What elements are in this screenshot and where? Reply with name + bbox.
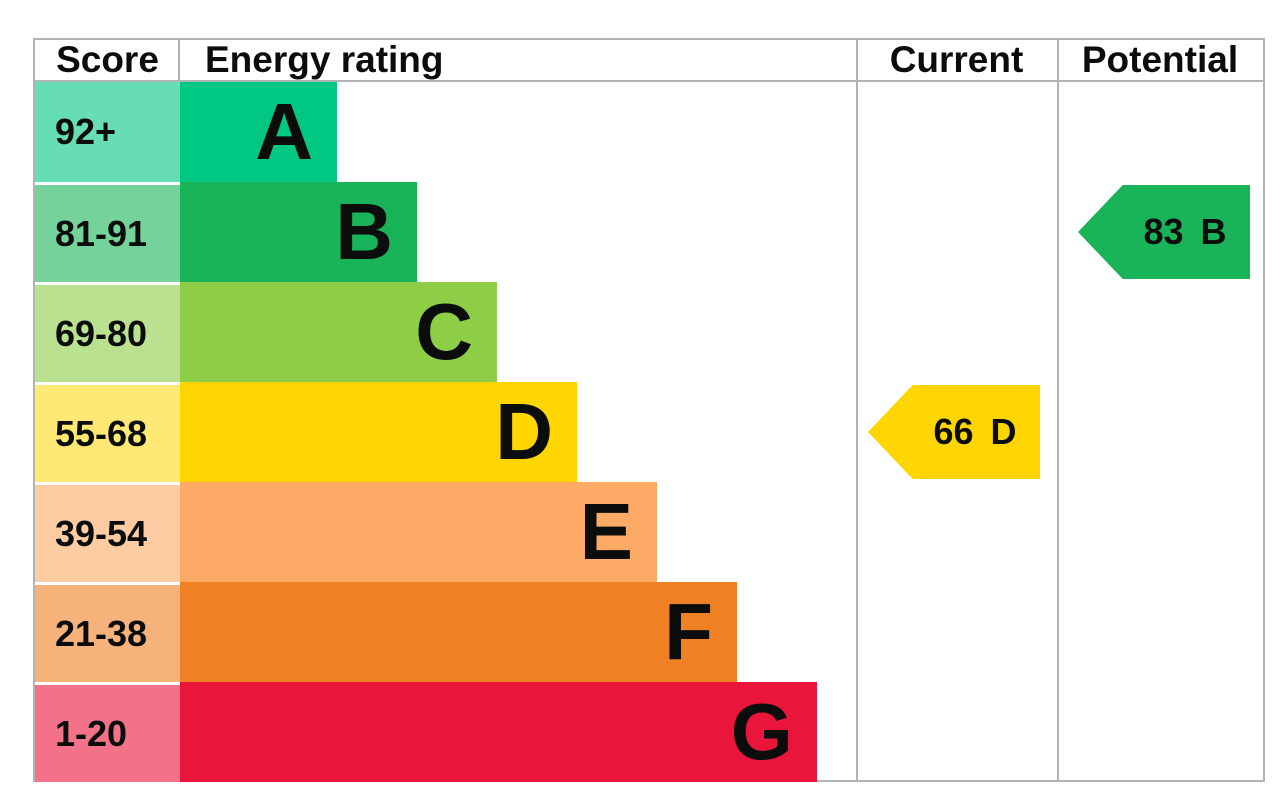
band-row: 39-54 E [35, 482, 856, 582]
band-score-range: 55-68 [35, 382, 180, 482]
current-column-header: Current [889, 39, 1024, 80]
band-bar: B [180, 182, 417, 282]
band-row: 55-68 D [35, 382, 856, 482]
band-score-range: 21-38 [35, 582, 180, 682]
band-letter: A [255, 87, 313, 176]
current-rating-letter: D [990, 411, 1017, 452]
current-rating-score: 66 [933, 411, 974, 452]
band-score-range: 92+ [35, 82, 180, 182]
band-score-range: 69-80 [35, 282, 180, 382]
band-letter: E [579, 487, 633, 576]
potential-column-divider [1057, 40, 1059, 780]
band-score-range: 81-91 [35, 182, 180, 282]
rating-bands: 92+ A 81-91 B 69-80 C 55-68 D 39-54 E 21… [35, 82, 1263, 782]
band-bar: E [180, 482, 657, 582]
score-column-header: Score [56, 39, 159, 80]
band-letter: G [730, 687, 793, 776]
band-bar: F [180, 582, 737, 682]
epc-rating-chart: Score Energy rating Current Potential 92… [33, 38, 1265, 782]
band-score-range: 39-54 [35, 482, 180, 582]
current-column-divider [856, 40, 858, 780]
band-row: 21-38 F [35, 582, 856, 682]
chart-header-row: Score Energy rating Current Potential [35, 40, 1263, 82]
band-row: 81-91 B [35, 182, 856, 282]
band-score-range: 1-20 [35, 682, 180, 782]
band-letter: C [415, 287, 473, 376]
potential-rating-score: 83 [1143, 211, 1184, 252]
band-letter: B [335, 187, 393, 276]
potential-rating-letter: B [1200, 211, 1227, 252]
score-column-divider [178, 40, 180, 82]
band-bar: A [180, 82, 337, 182]
band-bar: G [180, 682, 817, 782]
band-letter: D [495, 387, 553, 476]
band-letter: F [664, 587, 713, 676]
band-row: 92+ A [35, 82, 856, 182]
band-bar: D [180, 382, 577, 482]
band-row: 69-80 C [35, 282, 856, 382]
band-bar: C [180, 282, 497, 382]
energy-rating-column-header: Energy rating [205, 39, 444, 80]
potential-column-header: Potential [1081, 39, 1239, 80]
band-row: 1-20 G [35, 682, 856, 782]
